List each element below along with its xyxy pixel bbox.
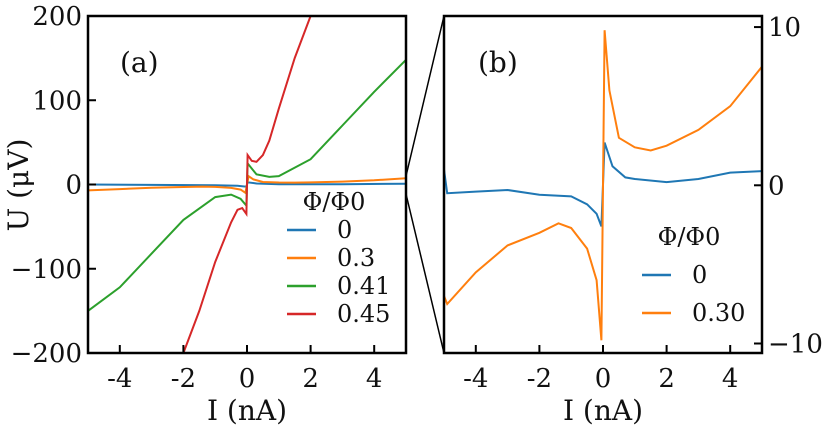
pb-ytick-label: 10: [768, 13, 801, 43]
pa-ytick-label: 200: [32, 2, 82, 32]
pa-legend-item: 0.3: [287, 244, 375, 272]
panel-b-series: [444, 30, 762, 341]
pa-xtick-label: 4: [366, 364, 383, 394]
pa-xtick-label: -4: [107, 364, 132, 394]
pb-xtick-label: 0: [595, 364, 612, 394]
panel-a-ticks: -4 -2 0 2 4 200 100 0 −100 −200: [11, 2, 383, 394]
pa-legend-label: 0.45: [337, 300, 390, 328]
panel-b-legend: Φ/Φ0 0 0.30: [642, 223, 745, 327]
panel-a-label: (a): [120, 46, 159, 79]
panel-a: -4 -2 0 2 4 200 100 0 −100 −200 (a) I (nA) U (μV)…: [2, 2, 408, 427]
pa-legend-item: 0.45: [287, 300, 390, 328]
pa-series-line-3: [182, 16, 312, 353]
pb-legend-item: 0.30: [642, 299, 745, 327]
pa-ytick-label: 0: [65, 171, 82, 201]
pb-xtick-label: 4: [722, 364, 739, 394]
pb-ytick-label: 0: [768, 171, 785, 201]
pa-ytick-label: −100: [11, 255, 82, 285]
panel-a-series: [88, 16, 406, 353]
pa-legend-item: 0: [287, 216, 352, 244]
pb-legend-label: 0.30: [692, 299, 745, 327]
zoom-connector-bottom: [405, 193, 445, 354]
pa-ytick-label: 100: [32, 86, 82, 116]
panel-b-label: (b): [478, 46, 518, 79]
pa-ytick-label: −200: [11, 339, 82, 369]
pa-xtick-label: 2: [302, 364, 319, 394]
pb-series-line-0: [444, 142, 762, 227]
pb-legend-title: Φ/Φ0: [658, 223, 721, 251]
pa-xtick-label: 0: [239, 364, 256, 394]
pa-legend-label: 0.3: [337, 244, 375, 272]
panel-a-xlabel: I (nA): [207, 394, 287, 427]
zoom-connector-top: [405, 15, 445, 177]
panel-b: -4 -2 0 2 4 10 0 −10 (b) I (nA) Φ/Φ0 0 0.30: [442, 13, 823, 427]
panel-b-ticks: -4 -2 0 2 4 10 0 −10: [463, 13, 823, 394]
pa-xtick-label: -2: [171, 364, 196, 394]
pa-legend-title: Φ/Φ0: [303, 188, 366, 216]
pb-series-line-1: [444, 30, 762, 341]
panel-a-ylabel: U (μV): [2, 139, 35, 232]
pa-legend-label: 0: [337, 216, 352, 244]
pb-xtick-label: -2: [527, 364, 552, 394]
pb-ytick-label: −10: [768, 330, 823, 360]
pa-legend-label: 0.41: [337, 272, 390, 300]
pb-legend-label: 0: [692, 261, 707, 289]
pb-xtick-label: -4: [463, 364, 488, 394]
panel-b-xlabel: I (nA): [563, 394, 643, 427]
pb-xtick-label: 2: [658, 364, 675, 394]
pb-legend-item: 0: [642, 261, 707, 289]
pa-legend-item: 0.41: [287, 272, 390, 300]
